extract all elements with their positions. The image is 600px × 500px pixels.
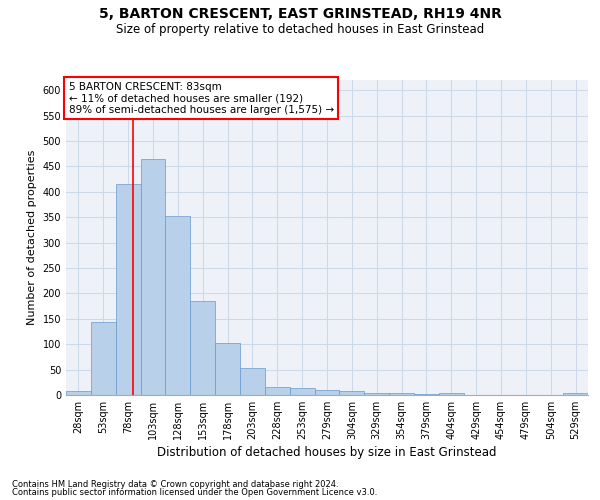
Text: 5, BARTON CRESCENT, EAST GRINSTEAD, RH19 4NR: 5, BARTON CRESCENT, EAST GRINSTEAD, RH19…	[98, 8, 502, 22]
Bar	[563, 394, 588, 395]
Y-axis label: Number of detached properties: Number of detached properties	[27, 150, 37, 325]
Bar	[364, 393, 389, 395]
Text: 5 BARTON CRESCENT: 83sqm
← 11% of detached houses are smaller (192)
89% of semi-: 5 BARTON CRESCENT: 83sqm ← 11% of detach…	[68, 82, 334, 115]
Bar	[414, 394, 439, 395]
Text: Size of property relative to detached houses in East Grinstead: Size of property relative to detached ho…	[116, 22, 484, 36]
Bar	[290, 388, 314, 395]
Bar	[265, 388, 290, 395]
Bar	[190, 301, 215, 395]
Bar	[140, 159, 166, 395]
Bar	[66, 391, 91, 395]
Text: Contains public sector information licensed under the Open Government Licence v3: Contains public sector information licen…	[12, 488, 377, 497]
Bar	[215, 343, 240, 395]
Bar	[340, 391, 364, 395]
Bar	[166, 216, 190, 395]
Bar	[314, 390, 340, 395]
Bar	[389, 394, 414, 395]
Bar	[116, 184, 140, 395]
Bar	[439, 394, 464, 395]
X-axis label: Distribution of detached houses by size in East Grinstead: Distribution of detached houses by size …	[157, 446, 497, 459]
Bar	[240, 368, 265, 395]
Bar	[91, 322, 116, 395]
Text: Contains HM Land Registry data © Crown copyright and database right 2024.: Contains HM Land Registry data © Crown c…	[12, 480, 338, 489]
